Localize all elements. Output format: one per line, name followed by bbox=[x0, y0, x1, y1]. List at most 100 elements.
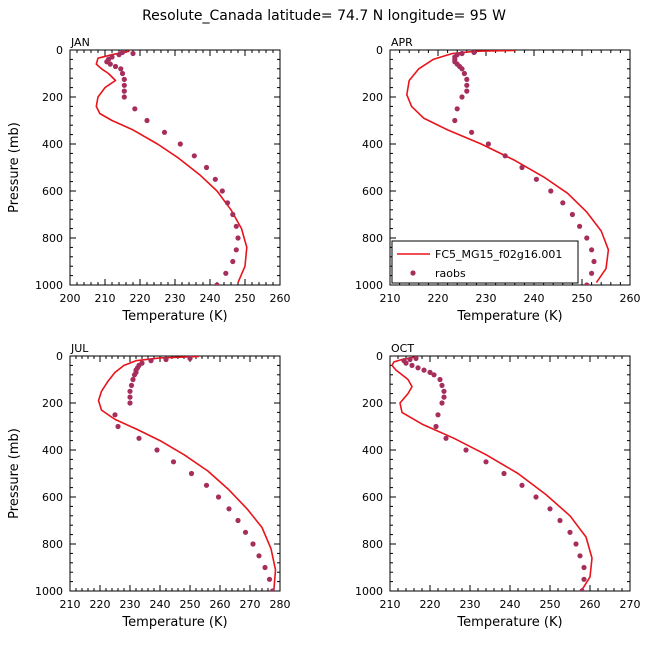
raob-point bbox=[463, 447, 469, 453]
raob-point bbox=[435, 412, 441, 418]
raob-point bbox=[127, 394, 133, 400]
y-tick-label: 200 bbox=[42, 397, 63, 410]
x-tick-label: 210 bbox=[380, 598, 401, 611]
panel-oct: 210 220 230 240 250 260 270 0 200 400 600 800 1000 OC… bbox=[355, 342, 641, 630]
raob-point bbox=[233, 247, 239, 253]
month-label: JUL bbox=[70, 342, 89, 355]
raob-point bbox=[235, 517, 241, 524]
y-tick-label: 800 bbox=[362, 538, 383, 551]
y-tick-label: 400 bbox=[42, 444, 63, 457]
raob-point bbox=[437, 376, 443, 383]
x-axis-label: Temperature (K) bbox=[456, 309, 562, 324]
y-tick-label: 400 bbox=[42, 138, 63, 151]
raob-point bbox=[132, 106, 138, 112]
raob-point bbox=[121, 76, 127, 82]
raob-point bbox=[454, 106, 460, 112]
raob-point bbox=[439, 400, 445, 406]
x-tick-label: 240 bbox=[500, 598, 521, 611]
x-tick-label: 230 bbox=[120, 598, 141, 611]
raob-point bbox=[519, 482, 525, 488]
x-tick-label: 210 bbox=[60, 598, 81, 611]
raob-point bbox=[413, 356, 419, 361]
y-tick-label: 1000 bbox=[35, 585, 63, 598]
raob-point bbox=[112, 412, 118, 418]
raob-point bbox=[464, 82, 470, 88]
raob-point bbox=[483, 459, 489, 465]
y-tick-label: 1000 bbox=[355, 279, 383, 292]
y-tick-label: 0 bbox=[376, 44, 383, 57]
raob-point bbox=[589, 270, 595, 276]
panel-jan: 200 210 220 230 240 250 260 0 200 400 600 800 1000 JA… bbox=[7, 36, 291, 324]
raob-point bbox=[557, 517, 563, 524]
panel-apr: 210 220 230 240 250 260 0 200 400 600 800 1000 APR Te… bbox=[355, 36, 641, 324]
x-tick-label: 250 bbox=[572, 292, 593, 305]
y-tick-label: 600 bbox=[362, 491, 383, 504]
raob-point bbox=[577, 553, 583, 559]
raob-point bbox=[459, 66, 465, 72]
raob-point bbox=[439, 382, 445, 388]
raob-point bbox=[441, 394, 447, 400]
raob-point bbox=[266, 576, 273, 582]
raob-point bbox=[409, 362, 415, 368]
y-tick-label: 800 bbox=[42, 232, 63, 245]
raob-point bbox=[128, 382, 135, 388]
x-tick-label: 220 bbox=[420, 598, 441, 611]
raob-point bbox=[235, 235, 241, 241]
raob-point bbox=[121, 88, 127, 94]
raob-point bbox=[121, 82, 127, 88]
x-tick-label: 250 bbox=[540, 598, 561, 611]
model-line bbox=[97, 356, 277, 589]
raob-point bbox=[144, 117, 150, 124]
raob-point bbox=[127, 388, 133, 394]
legend-obs-label: raobs bbox=[435, 267, 466, 280]
raob-point bbox=[519, 164, 525, 171]
raob-point bbox=[403, 360, 409, 366]
raob-point bbox=[548, 188, 554, 194]
raob-point bbox=[577, 223, 583, 229]
raob-point bbox=[581, 576, 587, 582]
raob-point bbox=[121, 94, 127, 100]
raob-point bbox=[567, 529, 573, 535]
raob-point bbox=[427, 369, 433, 375]
raob-point bbox=[203, 164, 210, 171]
raob-point bbox=[230, 258, 236, 265]
raob-point bbox=[256, 553, 262, 559]
x-tick-label: 260 bbox=[210, 598, 231, 611]
raob-point bbox=[407, 356, 413, 363]
model-line bbox=[391, 356, 593, 591]
x-tick-label: 220 bbox=[90, 598, 111, 611]
raob-point bbox=[127, 400, 133, 406]
raob-point bbox=[154, 447, 160, 453]
raob-point bbox=[130, 376, 136, 383]
legend-point-swatch bbox=[410, 270, 416, 276]
plot-frame bbox=[69, 355, 281, 592]
raob-point bbox=[161, 129, 168, 135]
x-tick-label: 230 bbox=[476, 292, 497, 305]
panel-jul: 210 220 230 240 250 260 270 280 0 200 400 600 800 100… bbox=[7, 342, 291, 630]
raob-point bbox=[118, 66, 124, 72]
raob-point bbox=[501, 470, 507, 477]
x-tick-label: 250 bbox=[235, 292, 256, 305]
x-axis-label: Temperature (K) bbox=[121, 309, 227, 324]
x-tick-label: 240 bbox=[524, 292, 545, 305]
y-tick-label: 600 bbox=[42, 185, 63, 198]
raob-point bbox=[591, 258, 597, 265]
y-axis-label: Pressure (mb) bbox=[7, 122, 22, 213]
raob-point bbox=[584, 282, 590, 285]
raob-point bbox=[443, 435, 449, 441]
x-axis-label: Temperature (K) bbox=[121, 615, 227, 630]
data-layer bbox=[391, 356, 593, 591]
raob-point bbox=[441, 388, 447, 394]
x-tick-label: 280 bbox=[270, 598, 291, 611]
x-tick-label: 260 bbox=[620, 292, 641, 305]
y-tick-label: 0 bbox=[56, 350, 63, 363]
month-label: OCT bbox=[391, 342, 414, 355]
x-tick-label: 200 bbox=[60, 292, 81, 305]
raob-point bbox=[119, 70, 126, 77]
raob-point bbox=[230, 211, 236, 218]
data-layer bbox=[95, 50, 248, 285]
raob-point bbox=[464, 76, 470, 82]
y-tick-label: 1000 bbox=[355, 585, 383, 598]
